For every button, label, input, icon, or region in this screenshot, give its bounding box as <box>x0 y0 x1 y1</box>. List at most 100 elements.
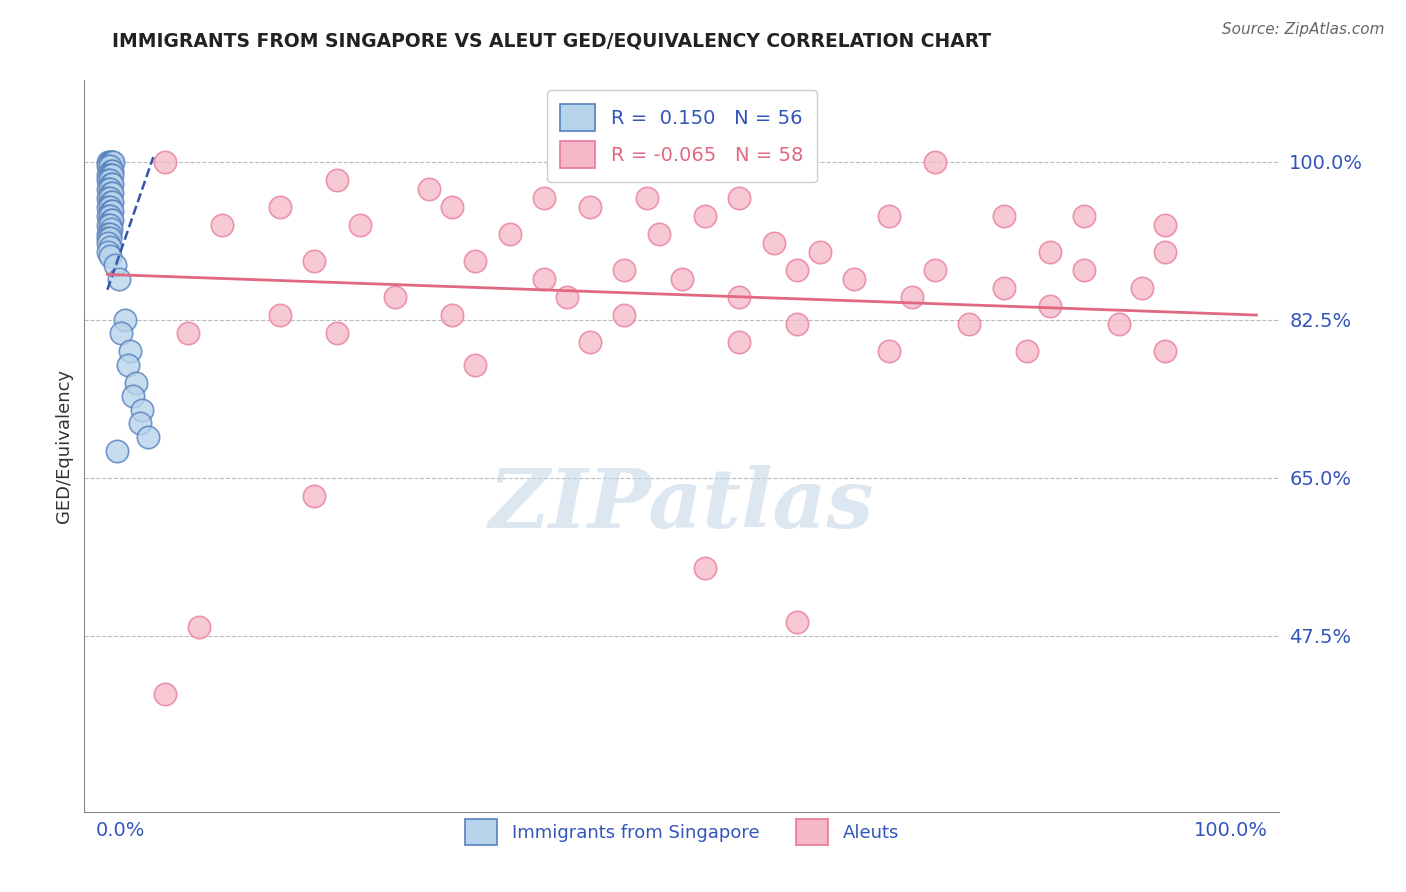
Point <box>900 290 922 304</box>
Point <box>579 335 602 350</box>
Point <box>98 218 121 232</box>
Point <box>326 326 349 340</box>
Point <box>1015 344 1038 359</box>
Point <box>108 272 131 286</box>
Point <box>533 272 555 286</box>
Point <box>636 191 658 205</box>
Point <box>101 186 124 201</box>
Point <box>728 191 751 205</box>
Point <box>1039 244 1062 259</box>
Point <box>418 181 440 195</box>
Point <box>188 619 211 633</box>
Point <box>98 172 121 186</box>
Point <box>101 168 124 182</box>
Text: 0.0%: 0.0% <box>96 821 145 839</box>
Point <box>100 222 122 236</box>
Point <box>125 376 148 390</box>
Point <box>993 281 1015 295</box>
Text: IMMIGRANTS FROM SINGAPORE VS ALEUT GED/EQUIVALENCY CORRELATION CHART: IMMIGRANTS FROM SINGAPORE VS ALEUT GED/E… <box>112 31 991 50</box>
Y-axis label: GED/Equivalency: GED/Equivalency <box>55 369 73 523</box>
Point <box>117 358 139 372</box>
Point <box>269 308 291 322</box>
Point <box>101 163 124 178</box>
Point <box>877 344 900 359</box>
Point <box>114 312 136 326</box>
Legend: Immigrants from Singapore, Aleuts: Immigrants from Singapore, Aleuts <box>453 806 911 857</box>
Point <box>464 358 486 372</box>
Point <box>1073 209 1095 223</box>
Point <box>98 168 121 182</box>
Point <box>384 290 406 304</box>
Point <box>136 430 159 444</box>
Point <box>844 272 866 286</box>
Point <box>100 154 122 169</box>
Point <box>786 615 808 629</box>
Point <box>98 181 121 195</box>
Point <box>97 168 120 182</box>
Text: 100.0%: 100.0% <box>1194 821 1268 839</box>
Point <box>97 154 120 169</box>
Point <box>98 154 121 169</box>
Point <box>121 389 143 403</box>
Point <box>98 249 121 263</box>
Point <box>877 209 900 223</box>
Point <box>1130 281 1153 295</box>
Point <box>101 204 124 219</box>
Point <box>97 244 120 259</box>
Point <box>349 218 371 232</box>
Point <box>579 200 602 214</box>
Point <box>177 326 200 340</box>
Point <box>104 259 127 273</box>
Point <box>97 159 120 173</box>
Point <box>693 561 716 575</box>
Point <box>1153 344 1175 359</box>
Point <box>100 177 122 191</box>
Point <box>98 159 121 173</box>
Point <box>97 200 120 214</box>
Point <box>128 417 150 431</box>
Point <box>441 200 464 214</box>
Point <box>957 317 980 331</box>
Point <box>97 181 120 195</box>
Point <box>762 235 785 250</box>
Point <box>100 195 122 210</box>
Point <box>97 235 120 250</box>
Point <box>97 227 120 241</box>
Point <box>98 240 121 254</box>
Point <box>613 308 636 322</box>
Point <box>671 272 693 286</box>
Point <box>97 218 120 232</box>
Point <box>153 154 176 169</box>
Text: ZIPatlas: ZIPatlas <box>489 465 875 544</box>
Point <box>100 204 122 219</box>
Point <box>98 231 121 245</box>
Point <box>101 154 124 169</box>
Point <box>120 344 142 359</box>
Point <box>110 326 132 340</box>
Point <box>1108 317 1130 331</box>
Point <box>1073 263 1095 277</box>
Point <box>153 687 176 701</box>
Point <box>326 172 349 186</box>
Point <box>1039 299 1062 313</box>
Point <box>98 227 121 241</box>
Point <box>100 168 122 182</box>
Point <box>97 209 120 223</box>
Point <box>269 200 291 214</box>
Point <box>464 253 486 268</box>
Point <box>131 403 153 417</box>
Point <box>613 263 636 277</box>
Point <box>101 154 124 169</box>
Point <box>211 218 233 232</box>
Point <box>555 290 578 304</box>
Point <box>648 227 671 241</box>
Point <box>97 191 120 205</box>
Point <box>693 209 716 223</box>
Point <box>808 244 831 259</box>
Point <box>302 489 325 503</box>
Point <box>97 172 120 186</box>
Point <box>97 231 120 245</box>
Point <box>728 335 751 350</box>
Point <box>786 263 808 277</box>
Point <box>924 154 946 169</box>
